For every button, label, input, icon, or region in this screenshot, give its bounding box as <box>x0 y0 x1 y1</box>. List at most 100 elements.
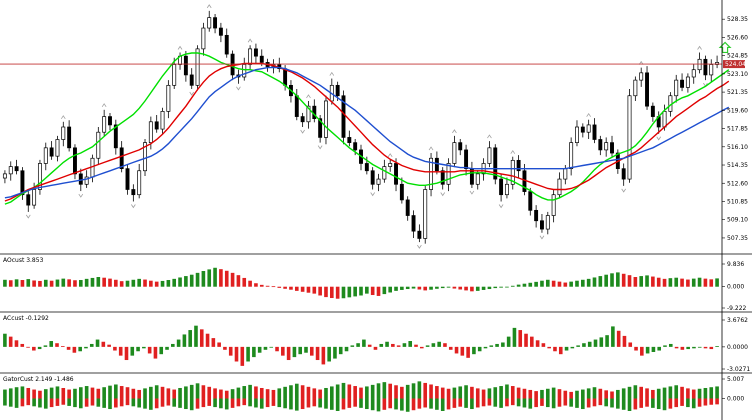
gator-lower-bar <box>686 398 690 408</box>
candle <box>446 158 451 192</box>
ao-panel[interactable]: AOcust 3.853 9.836 0.000 -9.222 <box>3 257 747 312</box>
gator-lower-bar <box>312 398 317 407</box>
ac-bar <box>176 339 181 347</box>
ac-bar <box>396 345 401 347</box>
ao-bar <box>119 281 124 287</box>
candle <box>674 74 679 103</box>
gator-upper-bar <box>370 384 375 399</box>
gator-lower-bar <box>674 398 679 408</box>
candle <box>709 59 714 82</box>
candle <box>551 189 556 223</box>
gator-lower-bar <box>365 398 369 410</box>
ac-bar <box>477 346 482 352</box>
ao-bar <box>96 277 101 287</box>
ac-bar <box>223 346 227 350</box>
ac-bar <box>367 344 372 347</box>
gator-upper-bar <box>668 386 673 399</box>
gator-lower-bar <box>581 398 585 410</box>
gator-lower-bar <box>411 398 416 411</box>
candle-body-up <box>429 157 434 190</box>
ac-bar <box>101 341 106 347</box>
price-tick-label: 510.85 <box>727 198 748 205</box>
candle <box>697 52 702 74</box>
candle-body-down <box>464 149 469 170</box>
gator-upper-bar <box>499 386 503 399</box>
candle <box>183 50 188 82</box>
ac-bar <box>454 346 459 354</box>
ao-bar <box>686 279 690 287</box>
ac-panel[interactable]: ACcust -0.1292 3.6762 0.0000 -3.0271 <box>3 315 750 373</box>
candle-body-down <box>253 48 258 57</box>
fractal-down-icon <box>498 204 504 209</box>
ao-bar <box>154 281 159 287</box>
ac-bar <box>32 346 36 351</box>
gator-upper-bar <box>551 387 556 399</box>
gator-upper-bar <box>417 381 422 399</box>
ac-bar <box>640 346 644 356</box>
gator-lower-bar <box>114 398 118 408</box>
candle-body-up <box>207 17 212 29</box>
ac-bar <box>130 346 135 356</box>
candle-body-down <box>493 147 498 180</box>
price-tick-label: 524.85 <box>727 53 748 60</box>
ac-bar <box>657 346 661 351</box>
gator-upper-bar <box>604 390 608 399</box>
gator-panel-title: GatorCust 2.149 -1.486 <box>3 376 74 383</box>
ac-bar <box>535 340 540 347</box>
gator-lower-bar <box>499 398 503 408</box>
candle-body-down <box>125 168 130 190</box>
gator-lower-bar <box>475 398 480 408</box>
candle-body-down <box>353 142 358 151</box>
gator-lower-bar <box>172 398 177 407</box>
ao-axis-ticks: 9.836 0.000 -9.222 <box>722 261 747 312</box>
candle <box>189 68 194 89</box>
candle <box>201 22 206 56</box>
gator-upper-bar <box>149 386 153 399</box>
gator-upper-bar <box>289 385 293 399</box>
ao-bar <box>388 286 392 293</box>
ao-bar <box>464 286 468 291</box>
ao-bar <box>458 286 463 290</box>
candle-body-up <box>627 95 632 180</box>
fractal-down-icon <box>300 129 305 134</box>
candle <box>691 64 696 84</box>
candle-body-up <box>545 215 550 230</box>
gator-upper-bar <box>581 389 585 399</box>
ac-axis-ticks: 3.6762 0.0000 -3.0271 <box>722 317 750 373</box>
candle <box>499 173 504 202</box>
ac-bar <box>680 346 685 350</box>
gator-lower-bar <box>435 398 439 410</box>
gator-lower-bar <box>242 398 247 406</box>
candle-body-up <box>166 84 171 112</box>
gator-upper-bar <box>248 384 252 399</box>
ac-bar <box>483 346 488 349</box>
gator-upper-bar <box>400 386 404 399</box>
gator-lower-bar <box>639 398 644 408</box>
ao-bar <box>586 278 591 287</box>
gator-upper-bar <box>353 386 357 399</box>
gator-upper-bar <box>656 388 661 399</box>
ao-bar <box>487 286 492 290</box>
ao-bar <box>370 286 375 296</box>
gator-upper-bar <box>61 387 66 399</box>
ao-bar <box>639 276 644 287</box>
candle-body-up <box>376 178 381 185</box>
gator-upper-bar <box>674 385 679 399</box>
ao-bar <box>394 286 398 291</box>
ac-bar <box>124 346 129 361</box>
gator-lower-bar <box>616 398 620 409</box>
gator-panel[interactable]: GatorCust 2.149 -1.486 5.007 0.000 <box>3 376 744 412</box>
ac-bar <box>402 343 407 347</box>
ao-bar <box>108 278 112 287</box>
candle-body-down <box>650 105 655 117</box>
gator-upper-bar <box>691 389 696 399</box>
candle-body-down <box>218 27 223 36</box>
fractal-down-icon <box>370 192 376 197</box>
gator-lower-bar <box>277 398 282 408</box>
gator-upper-bar <box>184 386 188 399</box>
gator-upper-bar <box>510 386 515 399</box>
ao-bar <box>703 278 708 287</box>
price-panel[interactable] <box>0 4 732 249</box>
candle-body-down <box>341 95 346 138</box>
